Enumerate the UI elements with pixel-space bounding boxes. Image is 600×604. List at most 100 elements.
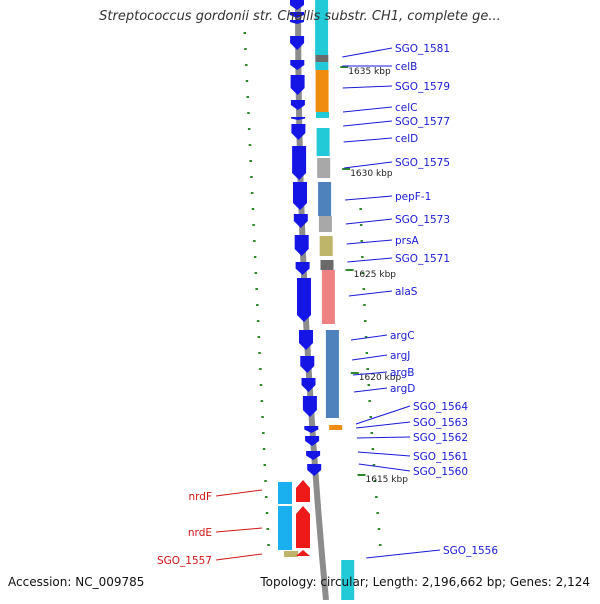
- forward-gene-arrow: [307, 464, 322, 476]
- position-dot: [247, 128, 251, 130]
- gene-label: alaS: [395, 286, 418, 298]
- label-leader-line: [358, 463, 411, 472]
- position-dot: [250, 176, 253, 178]
- gene-label: SGO_1560: [413, 466, 468, 478]
- position-dot: [363, 304, 366, 306]
- forward-gene-arrow: [300, 356, 315, 373]
- gene-label: SGO_1579: [395, 81, 450, 93]
- kbp-tick: [345, 269, 354, 271]
- forward-gene-arrow: [301, 378, 316, 392]
- gene-label: SGO_1571: [395, 253, 450, 265]
- reverse-gene-box: [318, 216, 332, 232]
- position-dot: [377, 528, 381, 530]
- position-dot: [373, 480, 377, 482]
- kbp-tick: [350, 372, 359, 374]
- kbp-tick: [357, 474, 366, 476]
- label-leader-line: [344, 161, 393, 169]
- position-dot: [248, 144, 252, 146]
- position-dot: [361, 256, 364, 258]
- position-dot: [364, 320, 367, 322]
- position-dot: [372, 464, 376, 466]
- gene-label: nrdE: [188, 527, 212, 539]
- position-dot: [365, 352, 369, 354]
- forward-gene-arrow: [293, 182, 307, 210]
- gene-label: SGO_1575: [395, 157, 450, 169]
- kbp-marker-label: 1635 kbp: [348, 67, 391, 77]
- position-dot: [247, 112, 250, 114]
- label-leader-line: [352, 371, 388, 376]
- position-dot: [253, 256, 257, 258]
- reverse-gene-box: [317, 158, 331, 178]
- position-dot: [245, 64, 248, 66]
- forward-gene-arrow: [295, 262, 310, 275]
- red-gene-arrow: [296, 480, 310, 502]
- forward-gene-arrow: [304, 426, 319, 433]
- forward-gene-arrow: [294, 235, 309, 256]
- forward-gene-arrow: [292, 146, 307, 180]
- label-leader-line: [343, 120, 393, 127]
- gene-label: celD: [395, 133, 418, 145]
- kbp-marker-label: 1620 kbp: [359, 373, 402, 383]
- forward-gene-arrow: [302, 396, 317, 417]
- reverse-gene-box: [318, 182, 332, 216]
- label-leader-line: [346, 239, 393, 245]
- kbp-tick: [340, 66, 349, 68]
- position-dot: [364, 336, 368, 338]
- label-leader-line: [348, 290, 393, 297]
- genome-summary-text: Topology: circular; Length: 2,196,662 bp…: [260, 575, 590, 589]
- position-dot: [369, 416, 372, 418]
- gene-label: SGO_1556: [443, 545, 498, 557]
- kbp-tick: [342, 168, 351, 170]
- label-leader-line: [347, 257, 393, 263]
- reverse-gene-box: [325, 330, 339, 418]
- reverse-gene-box: [315, 0, 329, 55]
- label-leader-line: [356, 421, 411, 429]
- forward-gene-arrow: [290, 20, 304, 24]
- gene-label: SGO_1557: [157, 555, 212, 567]
- position-dot: [253, 240, 256, 242]
- gene-label: argJ: [390, 350, 410, 362]
- forward-gene-arrow: [290, 0, 304, 10]
- gene-label: SGO_1577: [395, 116, 450, 128]
- position-dot: [266, 528, 269, 530]
- reverse-gene-box: [319, 236, 333, 256]
- label-leader-line: [345, 195, 393, 201]
- position-dot: [252, 224, 255, 226]
- gene-label: prsA: [395, 235, 419, 247]
- kbp-marker-label: 1615 kbp: [366, 475, 409, 485]
- position-dot: [246, 96, 249, 98]
- gene-label: celC: [395, 102, 417, 114]
- position-dot: [260, 400, 264, 402]
- position-dot: [249, 160, 252, 162]
- label-leader-line: [215, 489, 263, 497]
- position-dot: [263, 464, 266, 466]
- gene-label: argB: [390, 367, 414, 379]
- position-dot: [264, 480, 267, 482]
- position-dot: [256, 320, 260, 322]
- position-dot: [259, 384, 263, 386]
- label-leader-line: [356, 436, 411, 439]
- accession-text: Accession: NC_009785: [8, 575, 145, 589]
- gene-box-nrdF: [278, 482, 292, 504]
- position-dot: [267, 544, 270, 546]
- position-dot: [368, 400, 371, 402]
- reverse-gene-box: [315, 55, 329, 62]
- forward-gene-arrow: [290, 12, 304, 18]
- gene-label: celB: [395, 61, 417, 73]
- forward-gene-arrow: [290, 100, 305, 110]
- gene-label: SGO_1563: [413, 417, 468, 429]
- position-dot: [367, 384, 370, 386]
- gene-label: SGO_1564: [413, 401, 468, 413]
- gene-label: SGO_1573: [395, 214, 450, 226]
- forward-gene-arrow: [291, 124, 306, 140]
- label-leader-line: [357, 451, 411, 457]
- gene-label: SGO_1561: [413, 451, 468, 463]
- reverse-gene-box: [320, 260, 334, 270]
- position-dot: [254, 272, 258, 274]
- forward-gene-arrow: [306, 451, 321, 460]
- red-gene-arrow: [296, 550, 310, 556]
- label-leader-line: [342, 85, 393, 89]
- position-dot: [251, 208, 255, 210]
- position-dot: [366, 368, 369, 370]
